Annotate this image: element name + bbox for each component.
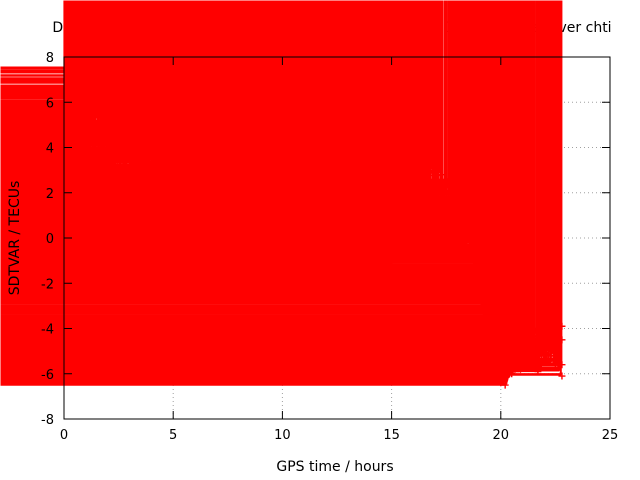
y-tick-label: -4 xyxy=(41,323,54,338)
y-tick-label: 0 xyxy=(46,232,54,247)
x-axis-label: GPS time / hours xyxy=(276,459,393,475)
x-tick-label: 15 xyxy=(383,428,400,443)
x-tick-label: 20 xyxy=(493,428,510,443)
y-axis-label: SDTVAR / TECUs xyxy=(7,181,23,296)
series-markers xyxy=(0,0,562,364)
y-tick-label: -2 xyxy=(41,277,54,292)
data-points xyxy=(0,0,566,389)
y-tick-label: -6 xyxy=(41,368,54,383)
y-tick-label: 4 xyxy=(46,142,54,157)
y-tick-label: 8 xyxy=(46,51,54,66)
y-tick-label: 2 xyxy=(46,187,54,202)
series-track-o xyxy=(0,0,566,366)
y-tick-label: -8 xyxy=(41,413,54,428)
data-point xyxy=(558,372,566,380)
axis-ticks: 0 5 10 15 20 25 -8 -6 -4 -2 0 2 4 6 8 xyxy=(41,51,618,443)
x-tick-label: 0 xyxy=(60,428,68,443)
x-tick-label: 25 xyxy=(602,428,619,443)
x-tick-label: 5 xyxy=(169,428,177,443)
x-tick-label: 10 xyxy=(274,428,291,443)
y-tick-label: 6 xyxy=(46,96,54,111)
